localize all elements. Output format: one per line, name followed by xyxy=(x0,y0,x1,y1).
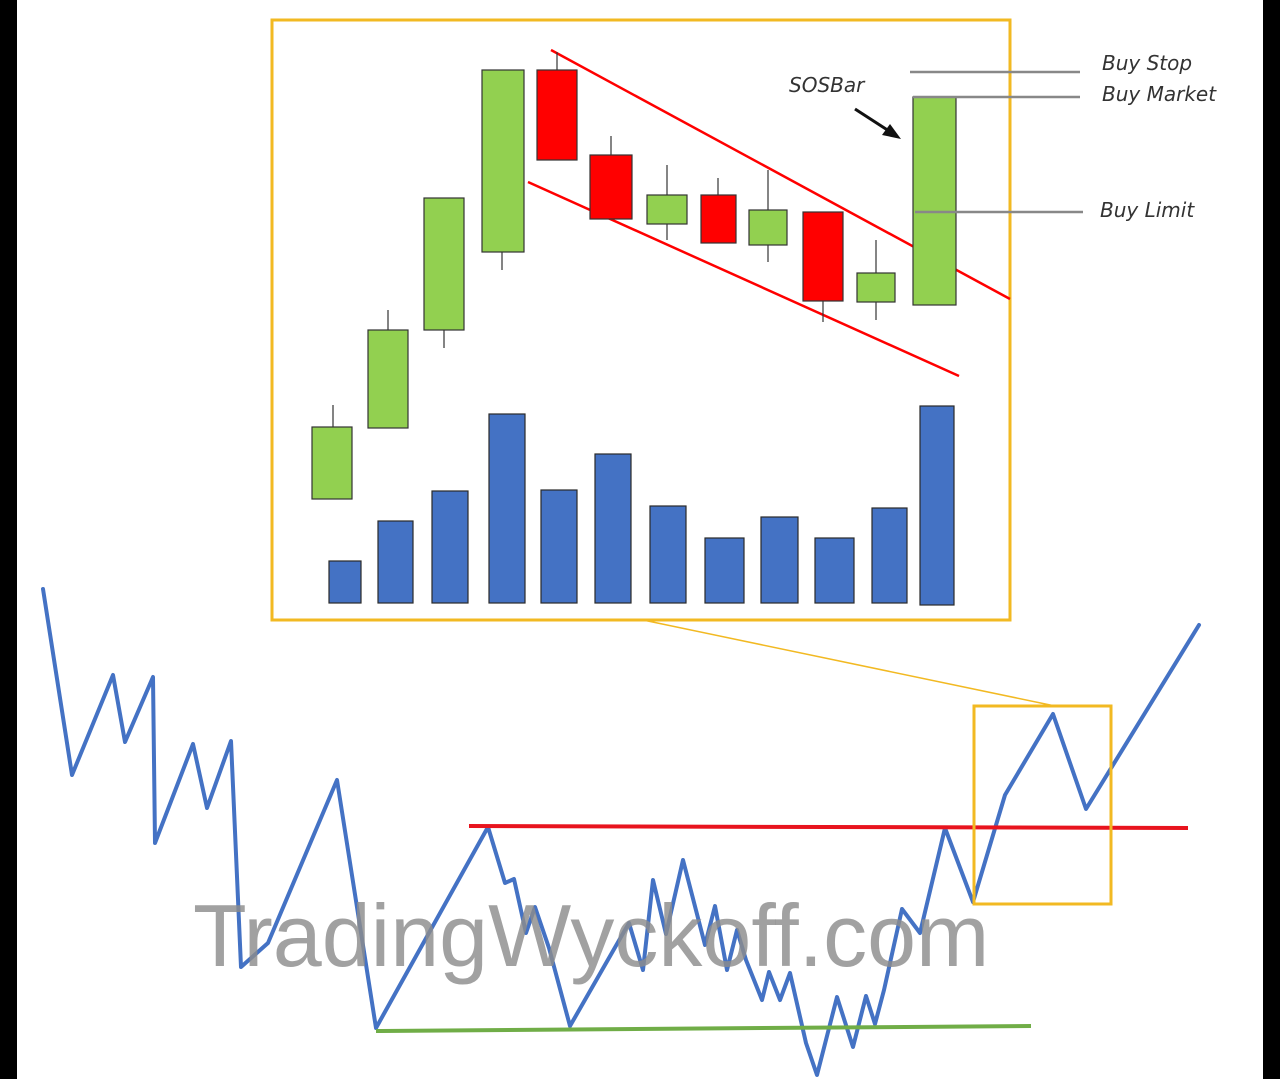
candle xyxy=(748,170,788,262)
volume-bar xyxy=(540,489,578,604)
candle xyxy=(481,69,525,270)
volume-bar xyxy=(431,490,469,604)
candle xyxy=(589,136,633,220)
candlesticks xyxy=(311,52,957,500)
volume-bars xyxy=(328,405,955,606)
volume-bar xyxy=(328,560,362,604)
buy-market-label: Buy Market xyxy=(1102,82,1217,106)
volume-bar xyxy=(704,537,745,604)
sos-bar-label: SOSBar xyxy=(789,73,866,97)
sos-highlight-box xyxy=(972,704,1113,906)
candle xyxy=(646,165,688,240)
volume-bar xyxy=(814,537,855,604)
candle xyxy=(311,405,353,500)
candle xyxy=(700,178,737,244)
volume-bar xyxy=(594,453,632,604)
sos-bar-arrow xyxy=(854,107,901,139)
candle xyxy=(802,211,844,322)
zoom-inset-frame xyxy=(270,18,1012,622)
diagram-canvas: SOSBar Buy Stop Buy Market Buy Limit Tra… xyxy=(41,18,1217,1077)
candle xyxy=(856,240,896,320)
candle xyxy=(367,310,409,429)
buy-stop-label: Buy Stop xyxy=(1102,51,1192,75)
buy-limit-label: Buy Limit xyxy=(1100,198,1195,222)
price-path-line xyxy=(41,587,1201,1077)
volume-bar xyxy=(871,507,908,604)
zoom-connector-line xyxy=(642,619,1056,707)
sos-bar-candle xyxy=(912,96,957,306)
support-line xyxy=(375,1024,1032,1033)
resistance-line xyxy=(468,824,1189,830)
volume-bar xyxy=(760,516,799,604)
volume-bar xyxy=(488,413,526,604)
wyckoff-sos-diagram: SOSBar Buy Stop Buy Market Buy Limit Tra… xyxy=(17,0,1263,1079)
volume-bar xyxy=(649,505,687,604)
candle xyxy=(536,52,578,161)
watermark-text: TradingWyckoff.com xyxy=(193,886,989,985)
candle xyxy=(423,197,465,348)
volume-bar xyxy=(919,405,955,606)
volume-bar xyxy=(377,520,414,604)
